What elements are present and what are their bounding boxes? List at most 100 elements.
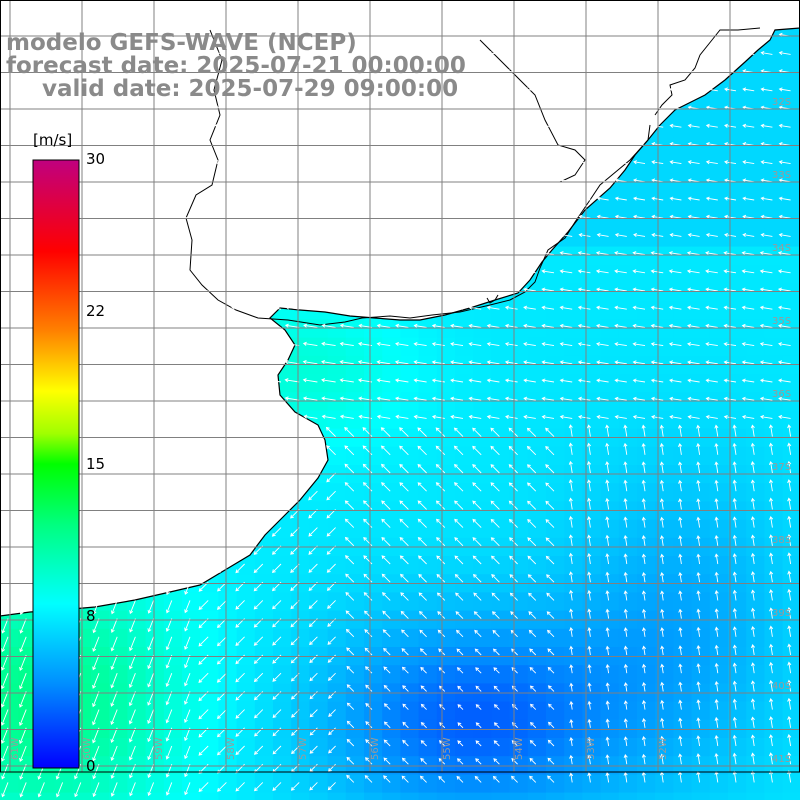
wind-arrow [249,251,263,256]
wind-arrow [432,232,445,238]
wind-arrow [420,666,427,674]
wind-arrow [159,214,172,219]
wind-arrow [268,232,282,238]
wind-speed-cell [782,101,800,120]
wind-arrow [614,396,627,401]
wind-arrow [750,734,755,747]
wind-arrow [578,214,591,219]
wind-arrow [732,626,737,637]
wind-arrow [383,739,391,747]
wind-arrow [778,396,791,401]
wind-speed-cell [728,228,747,248]
wind-speed-cell [546,374,565,393]
wind-arrow [322,269,336,274]
wind-arrow [504,251,518,256]
wind-arrow [759,342,773,347]
wind-arrow [13,414,27,419]
wind-arrow [491,573,500,583]
wind-arrow [541,342,555,347]
wind-arrow [0,216,9,219]
wind-arrow [542,50,555,56]
wind-arrow [267,269,282,274]
wind-arrow [413,360,427,365]
wind-speed-cell [564,592,583,612]
wind-arrow [432,287,445,292]
wind-arrow [778,414,791,419]
wind-speed-cell [309,701,329,721]
wind-arrow [141,50,154,56]
wind-speed-cell [746,392,765,411]
wind-arrow [705,196,718,201]
wind-arrow [511,775,518,783]
wind-arrow [253,563,264,574]
wind-arrow [569,664,574,674]
wind-speed-cell [746,446,765,466]
wind-speed-cell [709,628,729,648]
wind-arrow [321,414,336,419]
wind-speed-cell [218,665,238,684]
wind-arrow [399,427,409,437]
wind-speed-cell [728,82,747,102]
wind-arrow [523,214,536,219]
wind-speed-cell [728,119,747,138]
wind-speed-cell [764,155,784,175]
wind-arrow [141,196,154,201]
wind-arrow [92,582,100,596]
wind-arrow [641,442,646,455]
wind-arrow [378,214,391,219]
wind-speed-cell [782,556,800,575]
wind-speed-cell [200,592,219,612]
wind-arrow [17,427,27,437]
wind-arrow [732,516,737,528]
wind-arrow [341,14,354,19]
wind-arrow [308,527,318,537]
wind-speed-cell [709,410,729,430]
wind-arrow [414,87,427,92]
wind-arrow [641,516,646,528]
wind-arrow [216,427,227,437]
wind-arrow [668,360,682,365]
wind-arrow [321,378,336,383]
wind-speed-cell [600,355,620,375]
wind-arrow [383,647,391,656]
wind-arrow [327,600,336,609]
wind-arrow [614,269,627,274]
wind-arrow [214,87,227,92]
wind-speed-cell [600,592,620,612]
wind-arrow [345,628,355,638]
wind-arrow [546,574,555,583]
wind-arrow [623,461,628,474]
wind-speed-cell [655,519,674,539]
wind-arrow [147,673,155,688]
wind-arrow [760,160,773,165]
wind-speed-cell [182,738,201,757]
wind-speed-cell [782,446,800,466]
wind-speed-cell [728,192,747,211]
wind-arrow [545,537,555,547]
wind-arrow [196,214,209,219]
wind-arrow [529,740,537,747]
wind-arrow [641,663,647,674]
wind-arrow [377,269,391,274]
wind-arrow [605,461,610,474]
wind-arrow [92,727,100,744]
wind-speed-cell [691,483,711,502]
wind-speed-cell [709,119,729,138]
wind-arrow [323,87,336,92]
wind-arrow [89,490,100,501]
wind-arrow [714,442,719,455]
wind-arrow [504,305,518,310]
wind-arrow [122,323,136,328]
wind-speed-cell [582,483,602,502]
wind-arrow [768,460,774,474]
wind-speed-cell [327,319,347,339]
wind-arrow [431,305,445,310]
wind-arrow [287,14,300,19]
wind-speed-cell [309,792,329,800]
wind-arrow [587,718,592,728]
wind-arrow [450,305,464,310]
wind-speed-cell [709,173,729,193]
wind-arrow [235,600,245,610]
wind-arrow [547,648,555,656]
wind-arrow [269,14,282,19]
